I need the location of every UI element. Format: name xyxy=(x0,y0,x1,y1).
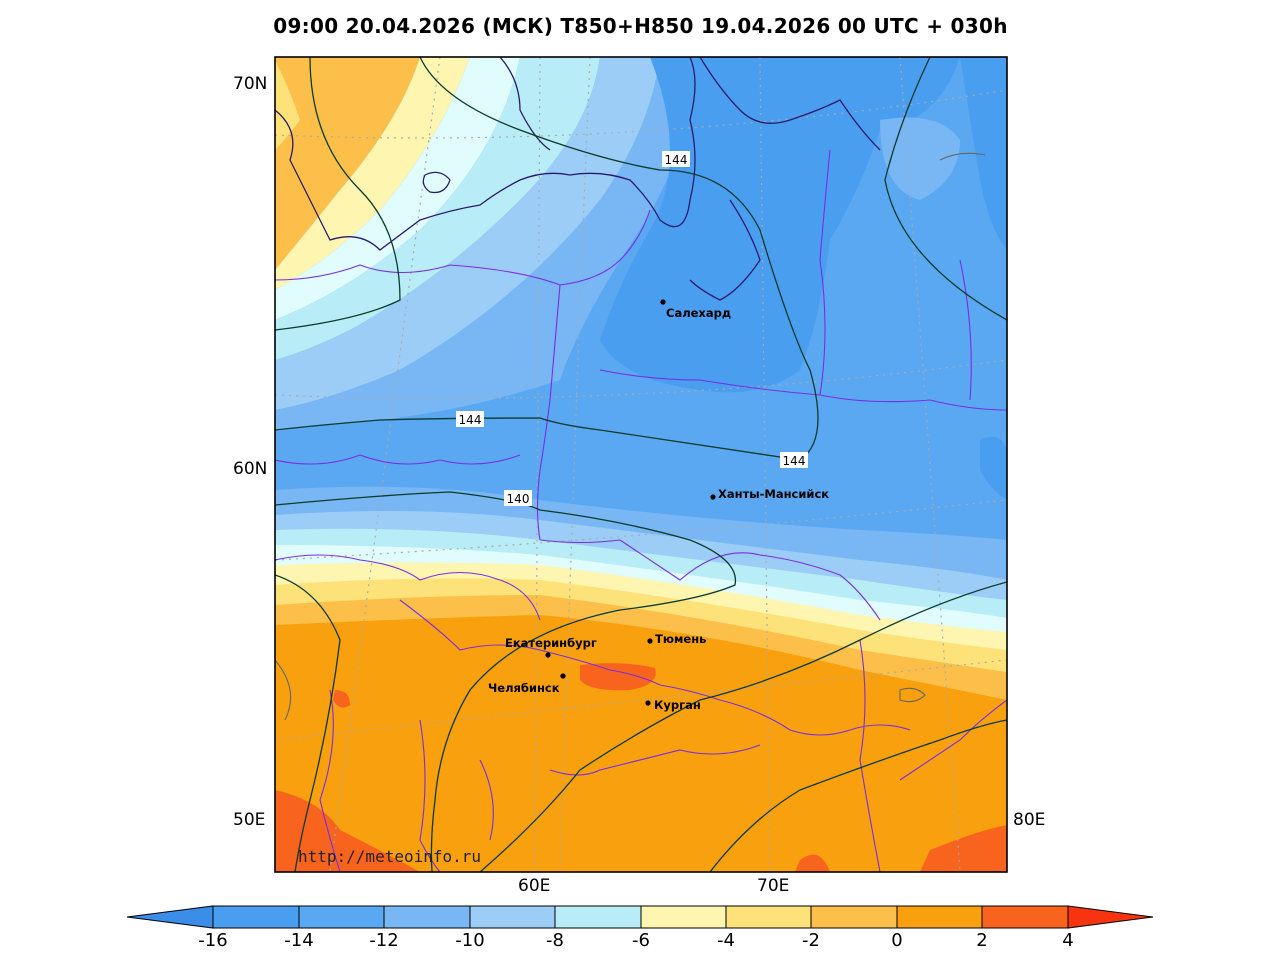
colorbar-tick: 4 xyxy=(1062,930,1074,951)
city-dot xyxy=(647,638,653,644)
temperature-field xyxy=(275,57,1007,872)
colorbar-tick: -6 xyxy=(632,930,650,951)
colorbar-tick: 2 xyxy=(976,930,988,951)
city-dot xyxy=(660,299,666,305)
lon-label-50e: 50E xyxy=(233,810,266,830)
city-markers: Салехард Ханты-Мансийск Екатеринбург Тюм… xyxy=(488,299,829,712)
map-frame xyxy=(274,56,1008,873)
city-label-kurgan: Курган xyxy=(654,698,701,712)
city-dot xyxy=(710,494,716,500)
watermark-url: http://meteoinfo.ru xyxy=(298,847,481,866)
city-dot xyxy=(560,673,566,679)
city-dot xyxy=(645,700,651,706)
colorbar-tick: -12 xyxy=(369,930,399,951)
city-dot xyxy=(545,652,551,658)
graticule xyxy=(275,57,1007,872)
colorbar-tick: -14 xyxy=(284,930,314,951)
colorbar-tick: 0 xyxy=(891,930,903,951)
city-label-chelyabinsk: Челябинск xyxy=(488,681,560,695)
contour-labels: 144 144 144 140 xyxy=(456,151,808,506)
borders xyxy=(275,57,1007,872)
lat-label-70n: 70N xyxy=(233,74,268,94)
lon-label-60e: 60E xyxy=(518,876,551,896)
lat-label-60n: 60N xyxy=(233,459,268,479)
lon-label-80e: 80E xyxy=(1013,810,1046,830)
contour-label: 140 xyxy=(507,492,530,506)
city-label-yekaterinburg: Екатеринбург xyxy=(505,636,597,650)
colorbar xyxy=(126,905,1154,929)
colorbar-tick: -2 xyxy=(802,930,820,951)
contour-label: 144 xyxy=(783,454,806,468)
colorbar-tick: -4 xyxy=(717,930,735,951)
colorbar-tick: -10 xyxy=(455,930,485,951)
colorbar-tick: -16 xyxy=(198,930,228,951)
city-label-khanty-mansiysk: Ханты-Мансийск xyxy=(718,487,829,501)
lon-label-70e: 70E xyxy=(757,876,790,896)
city-label-salekhard: Салехард xyxy=(666,306,731,320)
contour-label: 144 xyxy=(665,153,688,167)
colorbar-tick: -8 xyxy=(546,930,564,951)
city-label-tyumen: Тюмень xyxy=(655,632,706,646)
map-title: 09:00 20.04.2026 (МСК) T850+H850 19.04.2… xyxy=(273,14,1008,38)
contour-label: 144 xyxy=(459,413,482,427)
